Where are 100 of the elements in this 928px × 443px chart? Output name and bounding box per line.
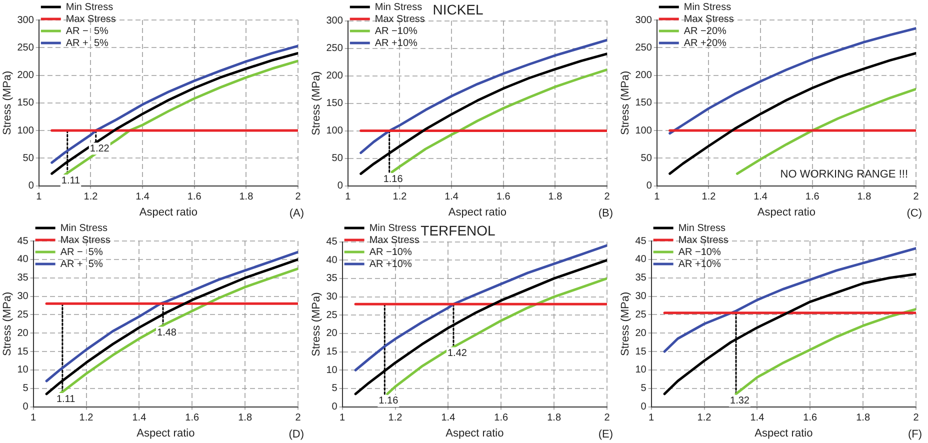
x-tick-label: 1.8	[857, 192, 872, 203]
y-axis-title: Stress (MPa)	[2, 70, 14, 135]
y-tick-label: 20	[635, 328, 647, 339]
y-axis-title: Stress (MPa)	[2, 292, 14, 356]
y-tick-label: 15	[635, 346, 647, 358]
legend-label: AR +10%	[678, 258, 721, 270]
y-axis-title: Stress (MPa)	[310, 292, 323, 356]
legend-label: Min Stress	[60, 222, 108, 234]
x-tick-label: 1.4	[754, 192, 768, 203]
x-axis-title: Aspect ratio	[446, 427, 504, 440]
text: (B)	[598, 208, 613, 220]
legend-label: AR −10%	[374, 26, 418, 37]
y-tick-label: 40	[326, 254, 338, 266]
x-tick-label: 1.8	[238, 412, 252, 424]
legend-label: AR −10%	[678, 246, 721, 258]
x-tick-label: 1.8	[239, 192, 254, 203]
y-tick-label: 50	[640, 152, 652, 164]
text: (A)	[289, 208, 304, 220]
legend-label: Min Stress	[374, 2, 422, 13]
y-tick-label: 20	[17, 328, 29, 339]
x-tick-label: 1.8	[548, 192, 563, 203]
x-tick-label: 1.6	[185, 412, 200, 424]
y-tick-label: 200	[635, 70, 652, 82]
y-tick-label: 200	[17, 70, 34, 82]
y-tick-label: 100	[17, 125, 34, 136]
y-tick-label: 25	[635, 309, 647, 320]
annotation: 1.16	[383, 174, 404, 185]
legend-label: AR + 5%	[66, 38, 109, 49]
annotation: 1.11	[61, 175, 81, 186]
y-tick-label: 50	[22, 152, 34, 164]
text: (D)	[288, 428, 304, 441]
y-tick-label: 20	[326, 328, 338, 340]
annotation: 1.48	[157, 327, 177, 338]
legend-label: AR + 5%	[60, 258, 103, 270]
y-tick-label: 40	[17, 254, 29, 266]
legend-label: Max Stress	[678, 234, 728, 246]
legend-label: Min Stress	[66, 2, 114, 13]
x-tick-label: 2	[295, 412, 302, 424]
y-tick-label: 250	[326, 43, 344, 54]
legend-label: Min Stress	[684, 2, 732, 13]
chart-title: NICKEL	[432, 1, 484, 18]
y-tick-label: 30	[326, 292, 338, 303]
x-tick-label: 1.2	[702, 192, 716, 203]
y-tick-label: 35	[326, 273, 338, 284]
legend-label: AR −10%	[369, 246, 412, 258]
legend-label: AR +10%	[369, 258, 412, 270]
x-tick-label: 2	[295, 192, 302, 203]
x-tick-label: 1.4	[136, 192, 150, 203]
y-tick-label: 150	[326, 98, 344, 110]
legend-label: AR +20%	[684, 38, 727, 49]
y-tick-label: 250	[17, 42, 34, 54]
x-tick-label: 1	[648, 412, 655, 424]
y-tick-label: 10	[635, 364, 647, 376]
y-tick-label: 35	[17, 272, 29, 284]
legend-label: Min Stress	[369, 222, 417, 234]
annotation: 1.22	[90, 143, 110, 154]
y-tick-label: 35	[635, 272, 647, 284]
y-tick-label: 200	[326, 70, 344, 82]
y-tick-label: 0	[332, 402, 338, 413]
x-tick-label: 1	[340, 412, 346, 424]
x-axis-title: Aspect ratio	[757, 206, 816, 218]
x-axis-title: Aspect ratio	[754, 427, 813, 440]
x-tick-label: 1.2	[79, 412, 94, 424]
legend-label: AR −20%	[684, 26, 727, 37]
y-tick-label: 0	[640, 402, 647, 413]
x-tick-label: 1	[36, 192, 42, 203]
x-tick-label: 2	[913, 192, 920, 203]
y-tick-label: 10	[326, 364, 338, 376]
annotation: 1.11	[56, 394, 76, 405]
y-tick-label: 0	[337, 180, 344, 192]
y-tick-label: 5	[22, 383, 29, 394]
x-axis-title: Aspect ratio	[448, 206, 506, 218]
x-tick-label: 1.8	[547, 412, 562, 424]
y-tick-label: 0	[28, 180, 34, 192]
y-tick-label: 25	[17, 309, 29, 320]
x-tick-label: 1.6	[805, 192, 820, 203]
y-tick-label: 100	[635, 125, 652, 136]
x-tick-label: 1.4	[441, 412, 456, 424]
text: (F)	[908, 428, 922, 441]
legend-label: AR − 5%	[66, 26, 109, 37]
y-tick-label: 250	[635, 42, 652, 54]
x-axis-title: Aspect ratio	[136, 427, 195, 440]
legend-label: Min Stress	[678, 222, 726, 234]
y-tick-label: 15	[17, 346, 29, 358]
x-tick-label: 1.2	[388, 412, 403, 424]
y-tick-label: 0	[22, 402, 29, 413]
y-axis-title: Stress (MPa)	[620, 292, 632, 356]
y-tick-label: 50	[332, 153, 344, 164]
y-tick-label: 300	[17, 14, 34, 26]
x-tick-label: 1.6	[187, 192, 202, 203]
annotation: 1.16	[378, 396, 399, 407]
y-tick-label: 30	[635, 291, 647, 302]
y-axis-title: Stress (MPa)	[620, 70, 632, 135]
y-tick-label: 10	[17, 364, 29, 376]
y-tick-label: 100	[326, 126, 344, 137]
y-tick-label: 150	[635, 98, 652, 109]
legend-label: Max Stress	[684, 14, 734, 25]
text: (C)	[906, 208, 922, 220]
x-tick-label: 1	[654, 192, 660, 203]
y-tick-label: 40	[635, 254, 647, 266]
